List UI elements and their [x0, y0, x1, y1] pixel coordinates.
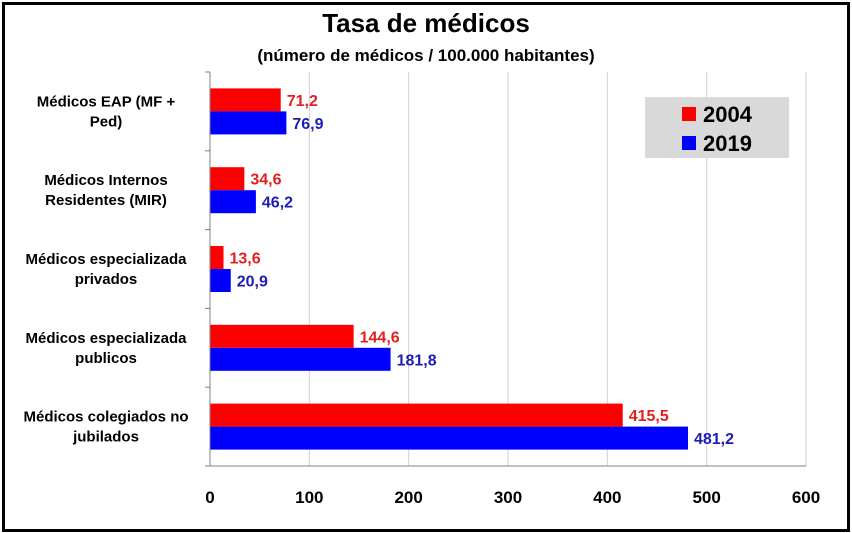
data-label-2019: 76,9	[292, 116, 323, 133]
category-label-line: jubilados	[72, 429, 139, 446]
x-tick-label: 400	[593, 488, 621, 507]
data-label-2004: 71,2	[287, 93, 318, 110]
x-tick-label: 300	[494, 488, 522, 507]
x-tick-label: 100	[295, 488, 323, 507]
chart-subtitle: (número de médicos / 100.000 habitantes)	[257, 46, 595, 65]
x-tick-label: 500	[692, 488, 720, 507]
category-label: Médicos Internos Residentes (MIR)	[44, 172, 167, 209]
data-label-2004: 415,5	[629, 408, 669, 425]
legend-swatch-2004	[682, 107, 696, 121]
data-label-2004: 144,6	[360, 329, 400, 346]
category-label-line: Residentes (MIR)	[45, 192, 167, 209]
x-tick-label: 0	[205, 488, 214, 507]
bar-2004	[210, 246, 224, 269]
category-label: Médicos EAP (MF + Ped)	[37, 93, 176, 130]
category-label-line: publicos	[75, 350, 137, 367]
category-label-line: Médicos colegiados no	[23, 409, 188, 426]
bar-2004	[210, 403, 623, 427]
x-tick-label: 200	[394, 488, 422, 507]
category-label-line: Médicos EAP (MF +	[37, 93, 176, 110]
category-label-line: privados	[75, 271, 138, 288]
chart-title: Tasa de médicos	[322, 8, 530, 38]
category-label: Médicos especializada privados	[26, 251, 188, 288]
bar-2019	[210, 426, 688, 450]
bar-2004	[210, 167, 245, 191]
category-label: Médicos especializada publicos	[26, 330, 188, 367]
bar-2019	[210, 190, 256, 214]
category-label: Médicos colegiados no jubilados	[23, 409, 188, 446]
bar-2019	[210, 269, 231, 292]
category-label-line: Médicos especializada	[26, 251, 188, 268]
bars	[210, 88, 688, 450]
bar-2019	[210, 347, 391, 371]
category-label-line: Médicos Internos	[44, 172, 167, 189]
legend-label-2004: 2004	[703, 102, 753, 127]
category-label-line: Médicos especializada	[26, 330, 188, 347]
axes: 0 100 200 300 400 500 600 Médicos EAP (MF + Ped)…	[23, 71, 820, 507]
data-label-2004: 34,6	[250, 172, 281, 189]
x-tick-label: 600	[792, 488, 820, 507]
data-labels: 71,2 76,9 34,6 46,2 13,6 20,9 144,6 181,8 415,5 4…	[230, 93, 735, 448]
data-label-2004: 13,6	[230, 251, 261, 268]
bar-2004	[210, 88, 281, 112]
legend: 2004 2019	[645, 97, 789, 158]
legend-swatch-2019	[682, 136, 696, 150]
data-label-2019: 181,8	[397, 352, 437, 369]
category-label-line: Ped)	[90, 113, 123, 130]
bar-2004	[210, 324, 354, 348]
data-label-2019: 46,2	[262, 195, 293, 212]
legend-box	[645, 97, 789, 158]
data-label-2019: 20,9	[237, 274, 268, 291]
bar-2019	[210, 111, 287, 135]
data-label-2019: 481,2	[694, 431, 734, 448]
legend-label-2019: 2019	[703, 131, 752, 156]
